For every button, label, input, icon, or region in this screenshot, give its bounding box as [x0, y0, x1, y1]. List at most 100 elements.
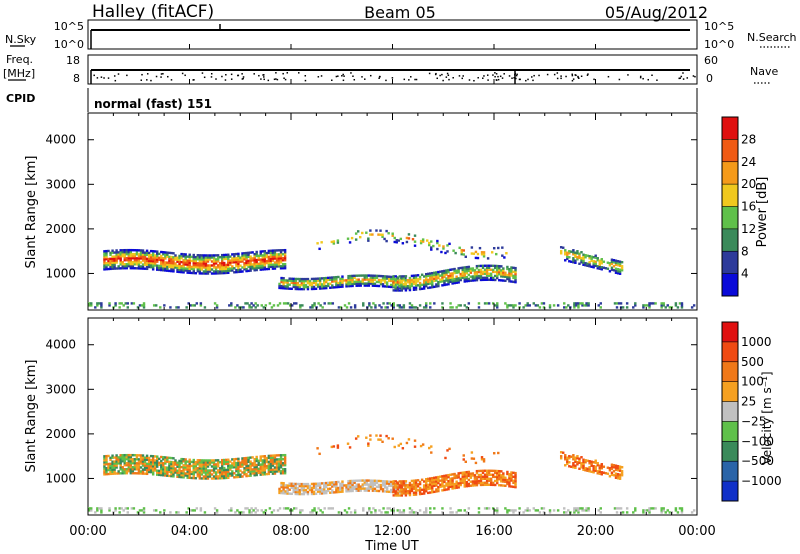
power-cell	[262, 306, 266, 309]
velocity-cell	[619, 507, 623, 510]
velocity-cell	[320, 492, 324, 495]
power-cell	[149, 255, 153, 259]
velocity-cell	[257, 467, 260, 471]
power-cell	[430, 246, 433, 249]
power-cell	[188, 257, 191, 260]
power-cell	[469, 279, 473, 282]
velocity-cell	[306, 486, 310, 490]
power-cell	[255, 250, 258, 254]
power-cell	[158, 256, 161, 260]
velocity-cell	[455, 484, 458, 487]
power-cell	[286, 302, 290, 305]
power-cell	[192, 263, 195, 267]
velocity-cell	[371, 489, 375, 492]
power-cell	[357, 278, 360, 281]
power-cell	[135, 261, 139, 264]
velocity-cell	[273, 472, 277, 475]
nave-point	[378, 77, 380, 79]
velocity-cell	[518, 507, 521, 510]
velocity-cell	[214, 477, 218, 480]
power-cell	[412, 286, 416, 289]
power-cell	[572, 261, 575, 264]
velocity-cell	[367, 485, 371, 488]
power-cell	[404, 287, 408, 290]
power-cell	[654, 302, 657, 305]
velocity-cell	[327, 507, 330, 510]
velocity-cell	[215, 509, 219, 512]
velocity-cell	[398, 486, 402, 489]
power-cell	[462, 253, 465, 256]
power-cell	[202, 254, 206, 257]
velocity-cell	[471, 480, 475, 483]
power-cell	[312, 279, 316, 283]
velocity-cell	[453, 484, 456, 488]
velocity-cell	[402, 484, 406, 487]
velocity-cell	[616, 465, 620, 468]
power-cell	[273, 261, 277, 264]
velocity-cell	[294, 484, 297, 488]
power-cell	[453, 281, 456, 285]
velocity-cell	[335, 484, 338, 488]
y-tick-label: 1000	[45, 266, 76, 280]
velocity-cell	[400, 488, 404, 491]
velocity-cell	[277, 462, 281, 465]
power-cell	[483, 268, 487, 271]
velocity-cell	[286, 486, 289, 489]
power-cell	[361, 280, 364, 283]
power-cell	[427, 272, 430, 276]
power-cell	[103, 260, 106, 263]
power-cell	[568, 252, 571, 255]
velocity-cell	[341, 490, 344, 493]
power-cell	[218, 256, 222, 259]
power-cell	[184, 253, 187, 256]
velocity-cell	[502, 474, 505, 477]
power-cell	[269, 255, 273, 258]
power-cell	[238, 306, 241, 309]
power-cell	[115, 253, 118, 256]
velocity-cell	[208, 475, 212, 478]
velocity-cell	[149, 460, 153, 464]
power-cell	[160, 266, 163, 270]
power-cell	[90, 302, 93, 305]
power-cell	[192, 257, 195, 261]
colorbar-tick-label: 28	[741, 132, 756, 146]
power-cell	[500, 269, 503, 272]
velocity-cell	[467, 474, 471, 478]
power-cell	[494, 264, 497, 268]
velocity-cell	[176, 461, 179, 464]
velocity-cell	[281, 462, 285, 465]
power-cell	[298, 279, 302, 283]
power-cell	[141, 255, 145, 258]
power-cell	[172, 270, 175, 273]
power-cell	[153, 264, 157, 267]
power-cell	[158, 258, 161, 262]
velocity-cell	[279, 458, 283, 461]
power-cell	[402, 283, 406, 286]
velocity-cell	[249, 474, 252, 477]
power-cell	[310, 281, 314, 285]
power-cell	[162, 265, 165, 268]
velocity-cell	[252, 509, 255, 512]
velocity-cell	[292, 490, 295, 494]
velocity-cell	[143, 464, 147, 467]
colorbar-tick-label: 4	[741, 267, 749, 281]
velocity-cell	[474, 461, 478, 465]
power-cell	[190, 265, 193, 269]
power-cell	[237, 264, 240, 268]
power-cell	[196, 270, 200, 273]
velocity-cell	[680, 511, 684, 514]
velocity-cell	[135, 468, 139, 471]
power-cell	[202, 262, 206, 265]
velocity-cell	[576, 463, 579, 466]
velocity-cell	[429, 487, 432, 490]
power-cell	[281, 248, 285, 252]
power-cell	[427, 286, 430, 290]
velocity-cell	[473, 484, 477, 487]
power-cell	[281, 267, 285, 270]
power-cell	[367, 237, 370, 240]
velocity-cell	[105, 462, 108, 466]
power-cell	[164, 263, 167, 266]
velocity-cell	[573, 507, 576, 510]
velocity-cell	[230, 507, 233, 510]
power-cell	[248, 304, 251, 307]
